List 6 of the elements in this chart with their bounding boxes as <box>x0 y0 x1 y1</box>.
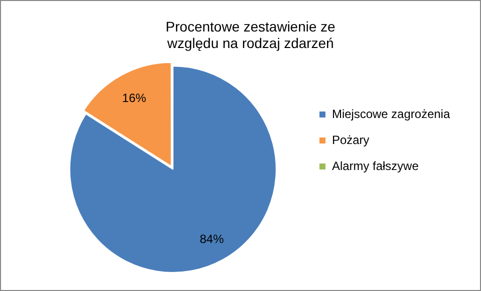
data-label: 16% <box>122 91 147 106</box>
legend-label: Miejscowe zagrożenia <box>332 106 450 121</box>
legend-label: Alarmy fałszywe <box>332 158 419 173</box>
data-label: 84% <box>200 232 224 246</box>
chart-title: Procentowe zestawienie ze względu na rodzaj zdarzeń <box>166 18 336 52</box>
legend-label: Pożary <box>332 132 370 147</box>
